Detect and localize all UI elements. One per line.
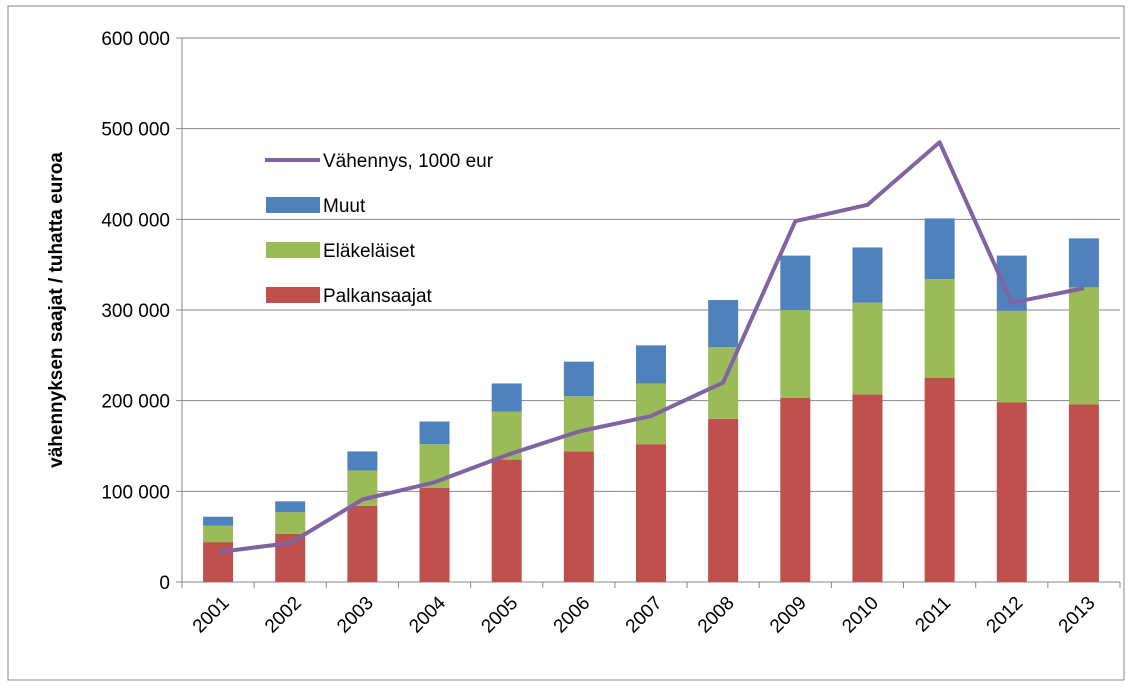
- y-tick-label: 100 000: [101, 482, 170, 503]
- legend-label: Muut: [323, 196, 366, 217]
- bar: [203, 542, 234, 582]
- legend-label: Eläkeläiset: [323, 241, 416, 262]
- bar: [780, 397, 811, 582]
- bar: [419, 421, 450, 445]
- bar: [708, 418, 739, 582]
- bar: [636, 444, 666, 582]
- bar: [419, 487, 450, 582]
- bar: [563, 361, 594, 397]
- legend-label: Vähennys, 1000 eur: [323, 151, 494, 172]
- bar: [852, 247, 883, 303]
- line: [217, 140, 1085, 555]
- bar: [636, 383, 666, 445]
- bar: [563, 396, 594, 452]
- bar: [347, 451, 378, 471]
- bar: [924, 378, 955, 582]
- bar: [275, 501, 306, 513]
- bar: [563, 451, 594, 582]
- bar: [491, 459, 522, 582]
- legend-swatch: [266, 287, 320, 303]
- bar: [780, 310, 811, 398]
- bar: [708, 300, 739, 348]
- bar: [203, 516, 234, 526]
- bar: [852, 394, 883, 582]
- y-axis-label: vähennyksen saajat / tuhatta euroa: [46, 152, 67, 468]
- y-tick-label: 600 000: [101, 29, 170, 50]
- bar: [275, 512, 306, 534]
- legend-swatch: [266, 242, 320, 258]
- bar: [924, 279, 955, 378]
- bar: [996, 402, 1027, 582]
- y-tick-label: 0: [159, 573, 170, 594]
- bar: [1068, 287, 1099, 405]
- y-tick-label: 300 000: [101, 301, 170, 322]
- bar: [996, 310, 1027, 403]
- legend-swatch: [266, 197, 320, 213]
- y-tick-label: 400 000: [101, 210, 170, 231]
- bar: [924, 218, 955, 280]
- bar: [347, 505, 378, 582]
- bar: [203, 525, 234, 543]
- bar: [852, 302, 883, 395]
- y-tick-label: 200 000: [101, 392, 170, 413]
- y-tick-label: 500 000: [101, 120, 170, 141]
- legend-label: Palkansaajat: [323, 286, 433, 307]
- bar: [1068, 238, 1099, 288]
- bar: [780, 255, 811, 310]
- bar: [491, 383, 522, 412]
- bar: [636, 345, 666, 384]
- bar: [1068, 404, 1099, 582]
